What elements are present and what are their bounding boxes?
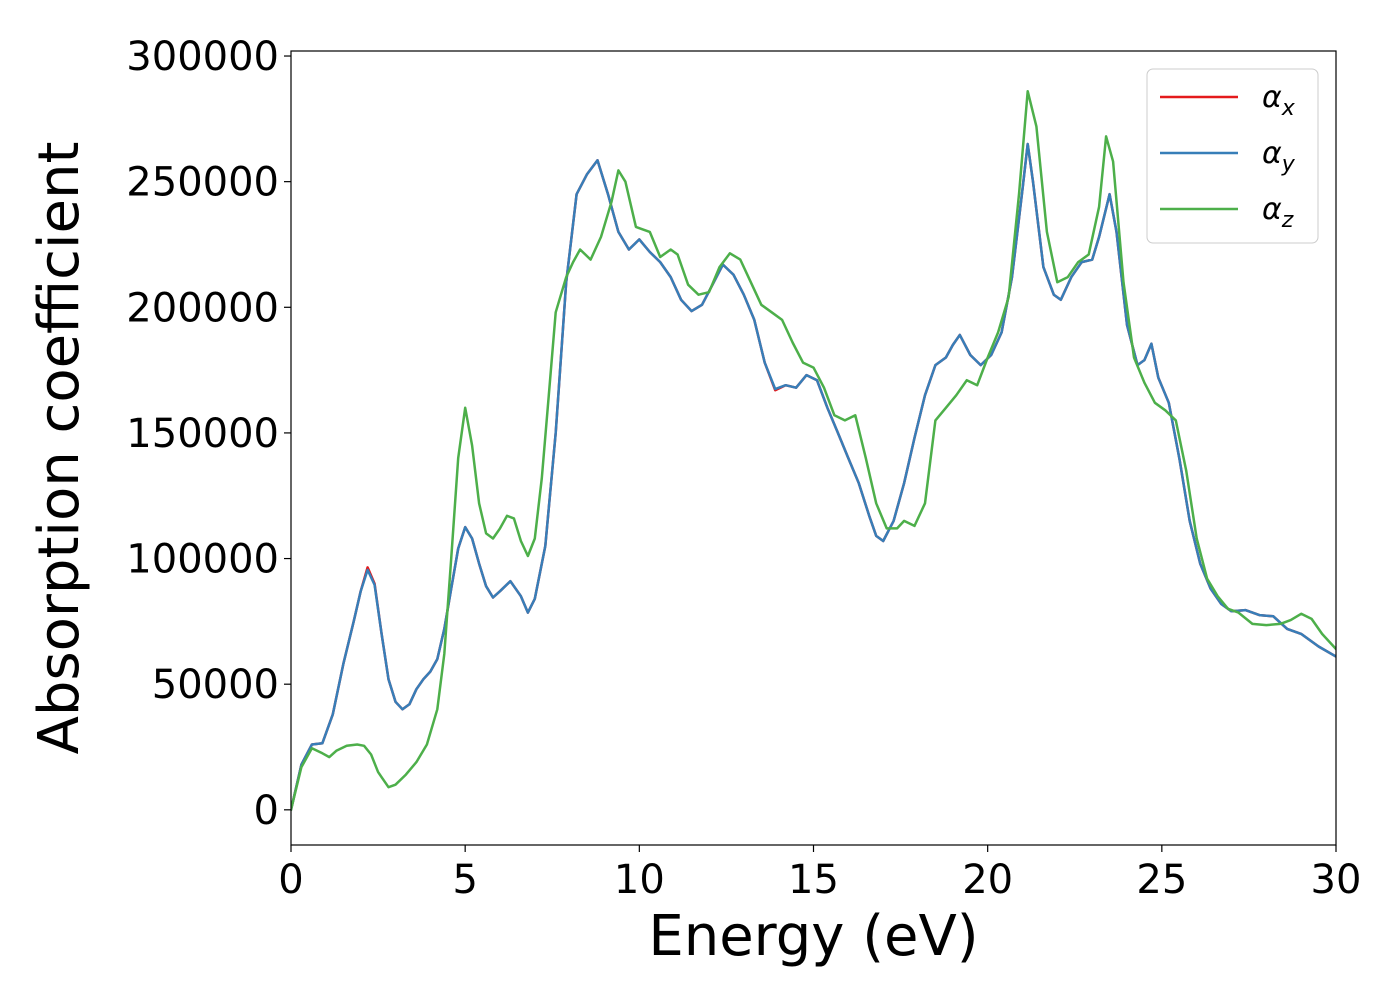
series-line-y: [291, 142, 1336, 812]
x-tick-label: 30: [1311, 857, 1362, 903]
x-tick-label: 15: [788, 857, 839, 903]
y-tick-label: 250000: [126, 160, 279, 206]
y-tick-label: 100000: [126, 537, 279, 583]
x-axis-title: Energy (eV): [648, 904, 978, 969]
series-line-z: [291, 89, 1336, 812]
x-tick-label: 20: [962, 857, 1013, 903]
x-tick-label: 5: [452, 857, 477, 903]
legend-frame: [1146, 68, 1319, 244]
y-tick-label: 0: [254, 788, 279, 834]
y-tick-label: 150000: [126, 411, 279, 457]
series-layer: [291, 89, 1336, 812]
x-tick-label: 0: [278, 857, 303, 903]
x-axis: 0 5 10 15 20 25 30: [278, 845, 1361, 903]
y-tick-label: 50000: [152, 662, 279, 708]
x-tick-label: 25: [1136, 857, 1187, 903]
y-axis-title: Absorption coefficient: [27, 142, 92, 755]
y-tick-label: 300000: [126, 34, 279, 80]
y-axis: 0 50000 100000 150000 200000 250000 300000: [126, 34, 291, 834]
y-tick-label: 200000: [126, 285, 279, 331]
x-tick-label: 10: [614, 857, 665, 903]
